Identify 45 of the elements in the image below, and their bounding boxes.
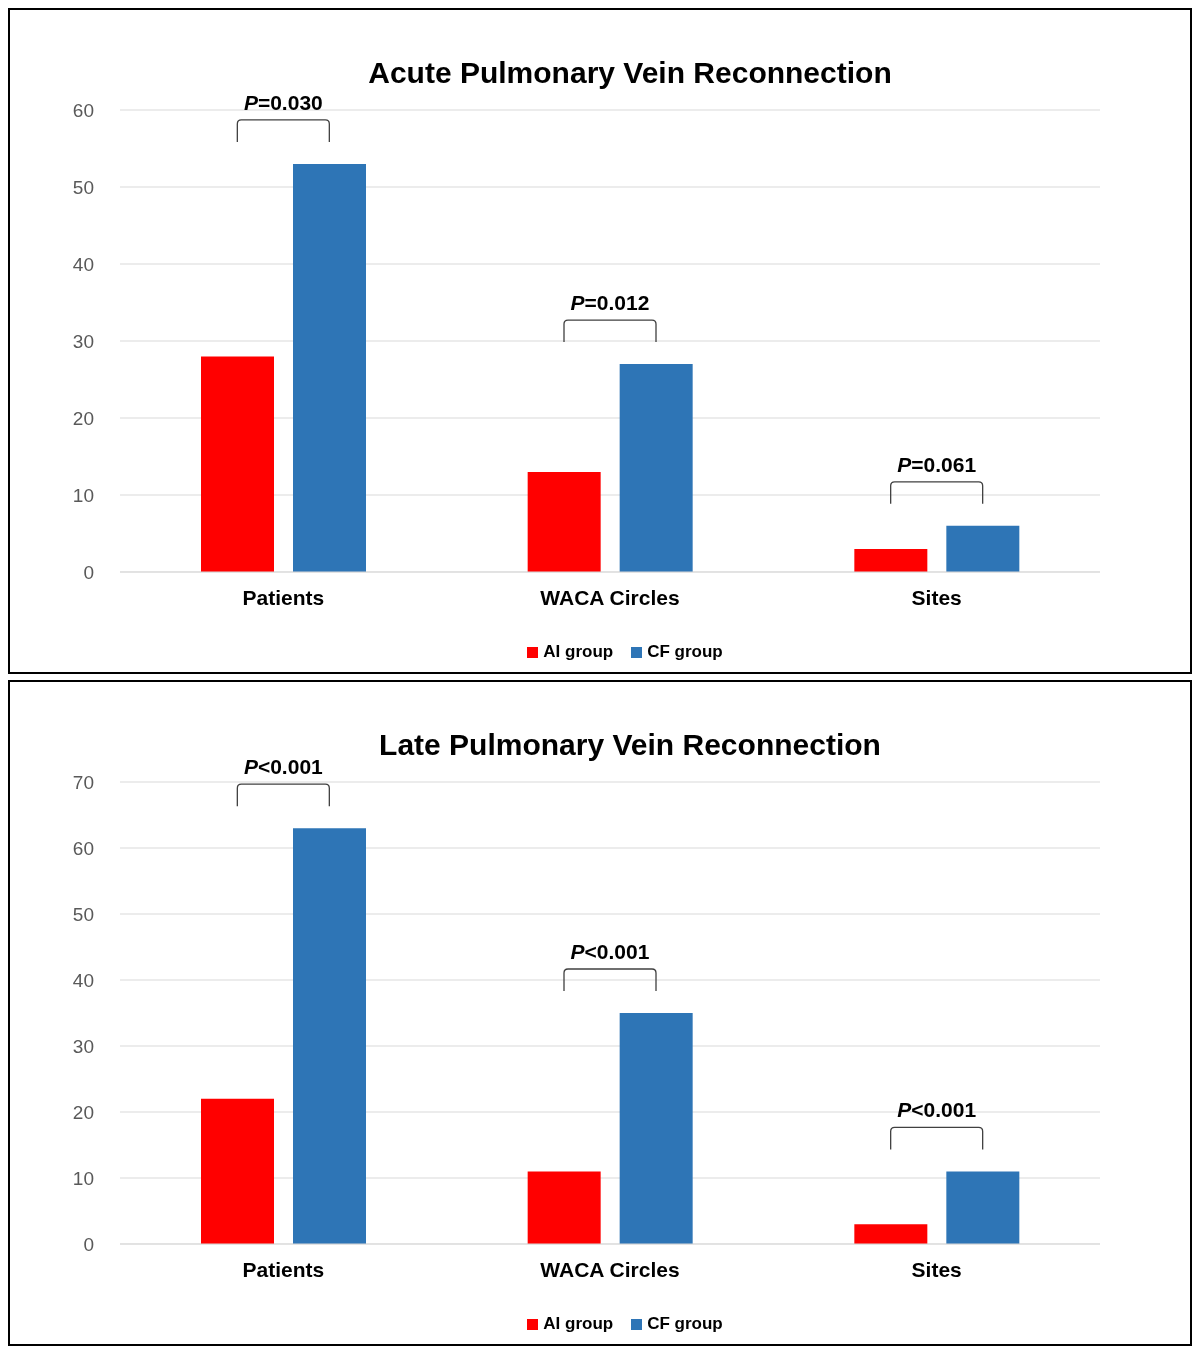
y-tick-label: 0 <box>83 561 94 583</box>
x-tick-label: Sites <box>911 585 962 609</box>
bar <box>619 364 693 572</box>
y-tick-label: 30 <box>72 1035 94 1057</box>
y-tick-label: 50 <box>72 903 94 925</box>
bar <box>946 1171 1020 1244</box>
y-tick-label: 70 <box>72 771 94 793</box>
bar <box>293 163 366 572</box>
y-tick-label: 20 <box>72 407 94 429</box>
chart-title: Acute Pulmonary Vein Reconnection <box>367 55 893 90</box>
bar <box>527 471 601 572</box>
annotation: P<0.001 <box>570 940 650 963</box>
y-tick-label: 60 <box>72 99 94 121</box>
legend-label: CF group <box>647 1314 723 1334</box>
x-tick-label: Patients <box>242 585 325 609</box>
chart-title: Late Pulmonary Vein Reconnection <box>379 728 881 761</box>
annotation: P<0.001 <box>897 1098 977 1122</box>
bar <box>854 1224 928 1244</box>
y-tick-label: 40 <box>72 253 94 275</box>
y-tick-label: 30 <box>72 330 94 352</box>
bar <box>619 1013 693 1244</box>
x-tick-label: Patients <box>242 1257 325 1281</box>
x-tick-label: WACA Circles <box>540 585 680 609</box>
bar <box>293 828 366 1244</box>
annotation: P=0.030 <box>243 90 323 114</box>
bar <box>854 548 928 572</box>
y-tick-label: 40 <box>72 969 94 991</box>
x-tick-label: Sites <box>911 1257 962 1281</box>
bar <box>527 1171 601 1244</box>
bar <box>201 356 274 572</box>
x-tick-label: WACA Circles <box>540 1257 680 1281</box>
bar <box>201 1098 274 1244</box>
y-tick-label: 0 <box>83 1233 94 1255</box>
legend-label: AI group <box>543 642 614 662</box>
bar <box>946 525 1020 572</box>
text: P<0.001 <box>243 755 324 779</box>
annotation: P=0.061 <box>897 452 977 476</box>
y-tick-label: 60 <box>72 837 94 859</box>
y-tick-label: 10 <box>72 484 94 506</box>
legend-label: CF group <box>647 642 723 662</box>
y-tick-label: 50 <box>72 176 94 198</box>
legend-label: AI group <box>543 1314 614 1334</box>
y-tick-label: 20 <box>72 1101 94 1123</box>
annotation: P=0.012 <box>570 291 650 315</box>
y-tick-label: 10 <box>72 1167 94 1189</box>
